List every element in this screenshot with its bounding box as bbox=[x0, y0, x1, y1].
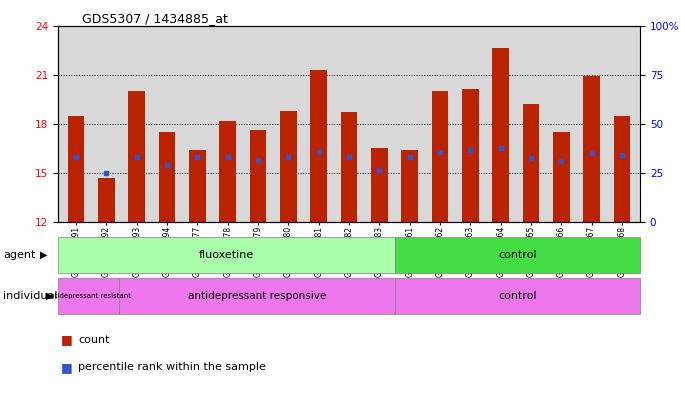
Text: ■: ■ bbox=[61, 361, 73, 374]
Bar bbox=[129, 91, 145, 222]
Bar bbox=[119, 278, 395, 314]
Bar bbox=[340, 112, 358, 222]
Text: percentile rank within the sample: percentile rank within the sample bbox=[78, 362, 266, 373]
Bar bbox=[522, 104, 539, 222]
Bar bbox=[584, 76, 600, 222]
Text: count: count bbox=[78, 335, 110, 345]
Text: control: control bbox=[498, 291, 537, 301]
Text: ■: ■ bbox=[61, 333, 73, 347]
Text: fluoxetine: fluoxetine bbox=[199, 250, 254, 260]
Text: GDS5307 / 1434885_at: GDS5307 / 1434885_at bbox=[82, 12, 227, 25]
Bar bbox=[395, 237, 640, 273]
Bar bbox=[250, 130, 266, 222]
Bar bbox=[492, 48, 509, 222]
Text: control: control bbox=[498, 250, 537, 260]
Bar bbox=[219, 121, 236, 222]
Bar bbox=[58, 237, 395, 273]
Bar bbox=[280, 111, 297, 222]
Text: agent: agent bbox=[3, 250, 36, 260]
Bar bbox=[67, 116, 84, 222]
Bar bbox=[432, 91, 448, 222]
Bar bbox=[98, 178, 114, 222]
Text: ▶: ▶ bbox=[39, 250, 47, 260]
Bar bbox=[395, 278, 640, 314]
Bar bbox=[311, 70, 327, 222]
Bar bbox=[371, 148, 387, 222]
Bar bbox=[614, 116, 631, 222]
Bar bbox=[58, 278, 119, 314]
Text: ▶: ▶ bbox=[46, 291, 54, 301]
Text: individual: individual bbox=[3, 291, 58, 301]
Text: antidepressant resistant: antidepressant resistant bbox=[46, 293, 131, 299]
Text: antidepressant responsive: antidepressant responsive bbox=[188, 291, 326, 301]
Bar bbox=[159, 132, 176, 222]
Bar bbox=[401, 150, 418, 222]
Bar bbox=[462, 90, 479, 222]
Bar bbox=[553, 132, 569, 222]
Bar bbox=[189, 150, 206, 222]
